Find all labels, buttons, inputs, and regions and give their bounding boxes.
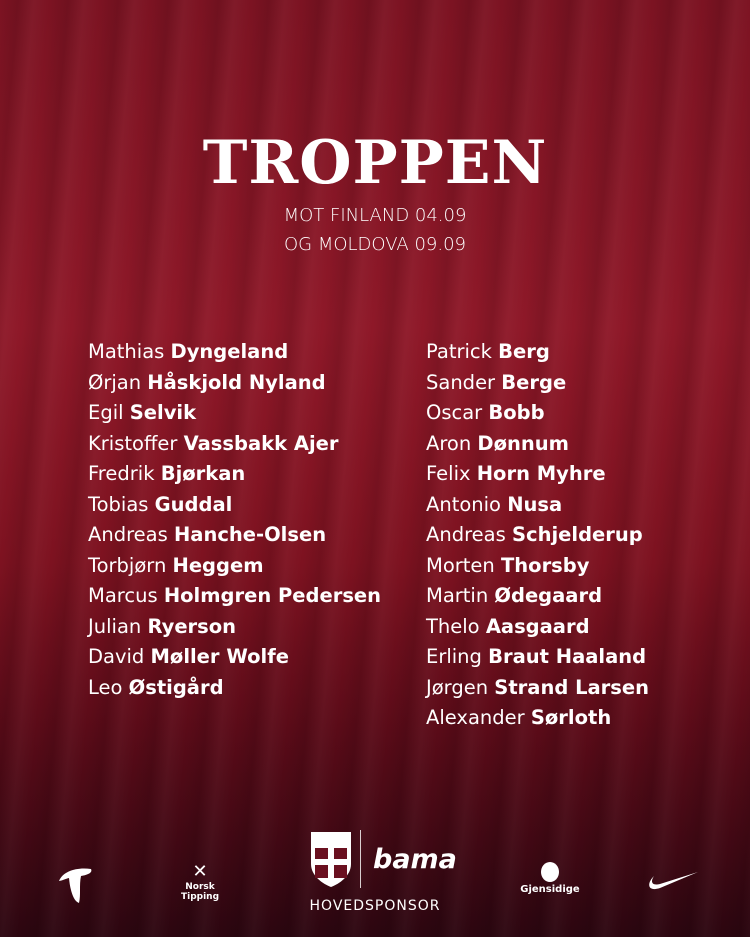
- player-last-name: Vassbakk Ajer: [183, 431, 339, 455]
- squad-list-left: Mathias Dyngeland Ørjan Håskjold Nyland Eg…: [88, 338, 381, 704]
- player-last-name: Berg: [498, 340, 550, 363]
- player-name: Antonio Nusa: [426, 491, 649, 522]
- player-first-name: Egil: [88, 401, 124, 424]
- player-first-name: Aron: [426, 431, 472, 455]
- player-name: Kristoffer Vassbakk Ajer: [88, 430, 381, 461]
- player-first-name: Mathias: [88, 340, 165, 363]
- player-first-name: Martin: [426, 584, 489, 607]
- player-name: Morten Thorsby: [426, 552, 649, 583]
- gjensidige-icon: [541, 862, 559, 882]
- player-first-name: David: [88, 645, 145, 668]
- main-sponsor-label: HOVEDSPONSOR: [309, 898, 441, 914]
- player-last-name: Ødegaard: [494, 584, 603, 607]
- sponsor-bar: ✕ Norsk Tipping bama HOVEDSPONSOR Gjensi…: [0, 820, 750, 930]
- player-first-name: Andreas: [88, 523, 168, 546]
- player-last-name: Braut Haaland: [488, 645, 647, 668]
- player-last-name: Horn Myhre: [476, 462, 606, 485]
- player-first-name: Morten: [426, 553, 495, 577]
- player-last-name: Bobb: [488, 401, 545, 424]
- player-first-name: Andreas: [426, 523, 506, 546]
- norsk-tipping-logo: ✕ Norsk Tipping: [170, 861, 230, 903]
- poster-title: TROPPEN: [202, 128, 548, 198]
- player-name: Egil Selvik: [88, 399, 381, 430]
- sponsor-divider: [360, 830, 361, 888]
- player-last-name: Selvik: [129, 401, 197, 424]
- player-name: Leo Østigård: [88, 674, 381, 705]
- player-first-name: Erling: [426, 645, 482, 668]
- player-name: Felix Horn Myhre: [426, 460, 649, 491]
- player-last-name: Strand Larsen: [494, 675, 649, 699]
- gjensidige-logo: Gjensidige: [515, 862, 585, 895]
- player-first-name: Thelo: [426, 614, 480, 638]
- player-name: Erling Braut Haaland: [426, 643, 649, 674]
- player-name: Jørgen Strand Larsen: [426, 674, 649, 705]
- player-last-name: Nusa: [507, 492, 563, 516]
- player-first-name: Oscar: [426, 401, 483, 424]
- player-last-name: Sørloth: [530, 706, 612, 729]
- player-last-name: Ryerson: [147, 614, 237, 638]
- player-name: Fredrik Bjørkan: [88, 460, 381, 491]
- player-name: Oscar Bobb: [426, 399, 649, 430]
- player-name: Martin Ødegaard: [426, 582, 649, 613]
- player-name: David Møller Wolfe: [88, 643, 381, 674]
- player-first-name: Sander: [426, 370, 496, 394]
- nff-crest-icon: [311, 832, 351, 887]
- player-last-name: Guddal: [154, 492, 233, 516]
- player-last-name: Dyngeland: [170, 340, 289, 363]
- player-last-name: Schjelderup: [511, 523, 643, 546]
- player-first-name: Torbjørn: [88, 553, 167, 577]
- player-name: Torbjørn Heggem: [88, 552, 381, 583]
- player-name: Patrick Berg: [426, 338, 649, 369]
- player-last-name: Holmgren Pedersen: [163, 584, 382, 607]
- nike-swoosh-icon: [649, 872, 698, 890]
- player-name: Andreas Hanche-Olsen: [88, 521, 381, 552]
- player-first-name: Kristoffer: [88, 431, 178, 455]
- subtitle-line-2: OG MOLDOVA 09.09: [283, 234, 466, 255]
- bama-logo: bama: [373, 844, 457, 875]
- player-last-name: Aasgaard: [485, 614, 590, 638]
- player-last-name: Hanche-Olsen: [173, 523, 327, 546]
- player-first-name: Julian: [88, 614, 142, 638]
- squad-list-right: Patrick Berg Sander Berge Oscar Bobb Aron D…: [426, 338, 649, 735]
- subtitle-line-1: MOT FINLAND 04.09: [283, 205, 467, 226]
- player-first-name: Patrick: [426, 340, 492, 363]
- player-last-name: Møller Wolfe: [150, 645, 289, 668]
- player-last-name: Håskjold Nyland: [147, 370, 326, 394]
- player-first-name: Felix: [426, 462, 471, 485]
- telenor-logo-icon: [59, 868, 92, 903]
- player-name: Ørjan Håskjold Nyland: [88, 369, 381, 400]
- player-last-name: Berge: [501, 370, 567, 394]
- player-last-name: Østigård: [128, 675, 224, 699]
- player-first-name: Alexander: [426, 706, 525, 729]
- player-last-name: Dønnum: [477, 431, 569, 455]
- player-name: Sander Berge: [426, 369, 649, 400]
- player-name: Alexander Sørloth: [426, 704, 649, 735]
- player-name: Andreas Schjelderup: [426, 521, 649, 552]
- player-last-name: Heggem: [172, 553, 264, 577]
- player-last-name: Thorsby: [500, 553, 590, 577]
- player-last-name: Bjørkan: [160, 462, 246, 485]
- player-first-name: Marcus: [88, 584, 158, 607]
- player-first-name: Ørjan: [88, 370, 142, 394]
- player-first-name: Fredrik: [88, 462, 155, 485]
- player-first-name: Jørgen: [426, 675, 489, 699]
- player-name: Aron Dønnum: [426, 430, 649, 461]
- player-name: Tobias Guddal: [88, 491, 381, 522]
- player-name: Thelo Aasgaard: [426, 613, 649, 644]
- norsk-tipping-icon: ✕: [192, 861, 208, 882]
- player-first-name: Leo: [88, 675, 123, 699]
- player-name: Mathias Dyngeland: [88, 338, 381, 369]
- player-first-name: Antonio: [426, 492, 501, 516]
- player-first-name: Tobias: [88, 492, 149, 516]
- player-name: Marcus Holmgren Pedersen: [88, 582, 381, 613]
- player-name: Julian Ryerson: [88, 613, 381, 644]
